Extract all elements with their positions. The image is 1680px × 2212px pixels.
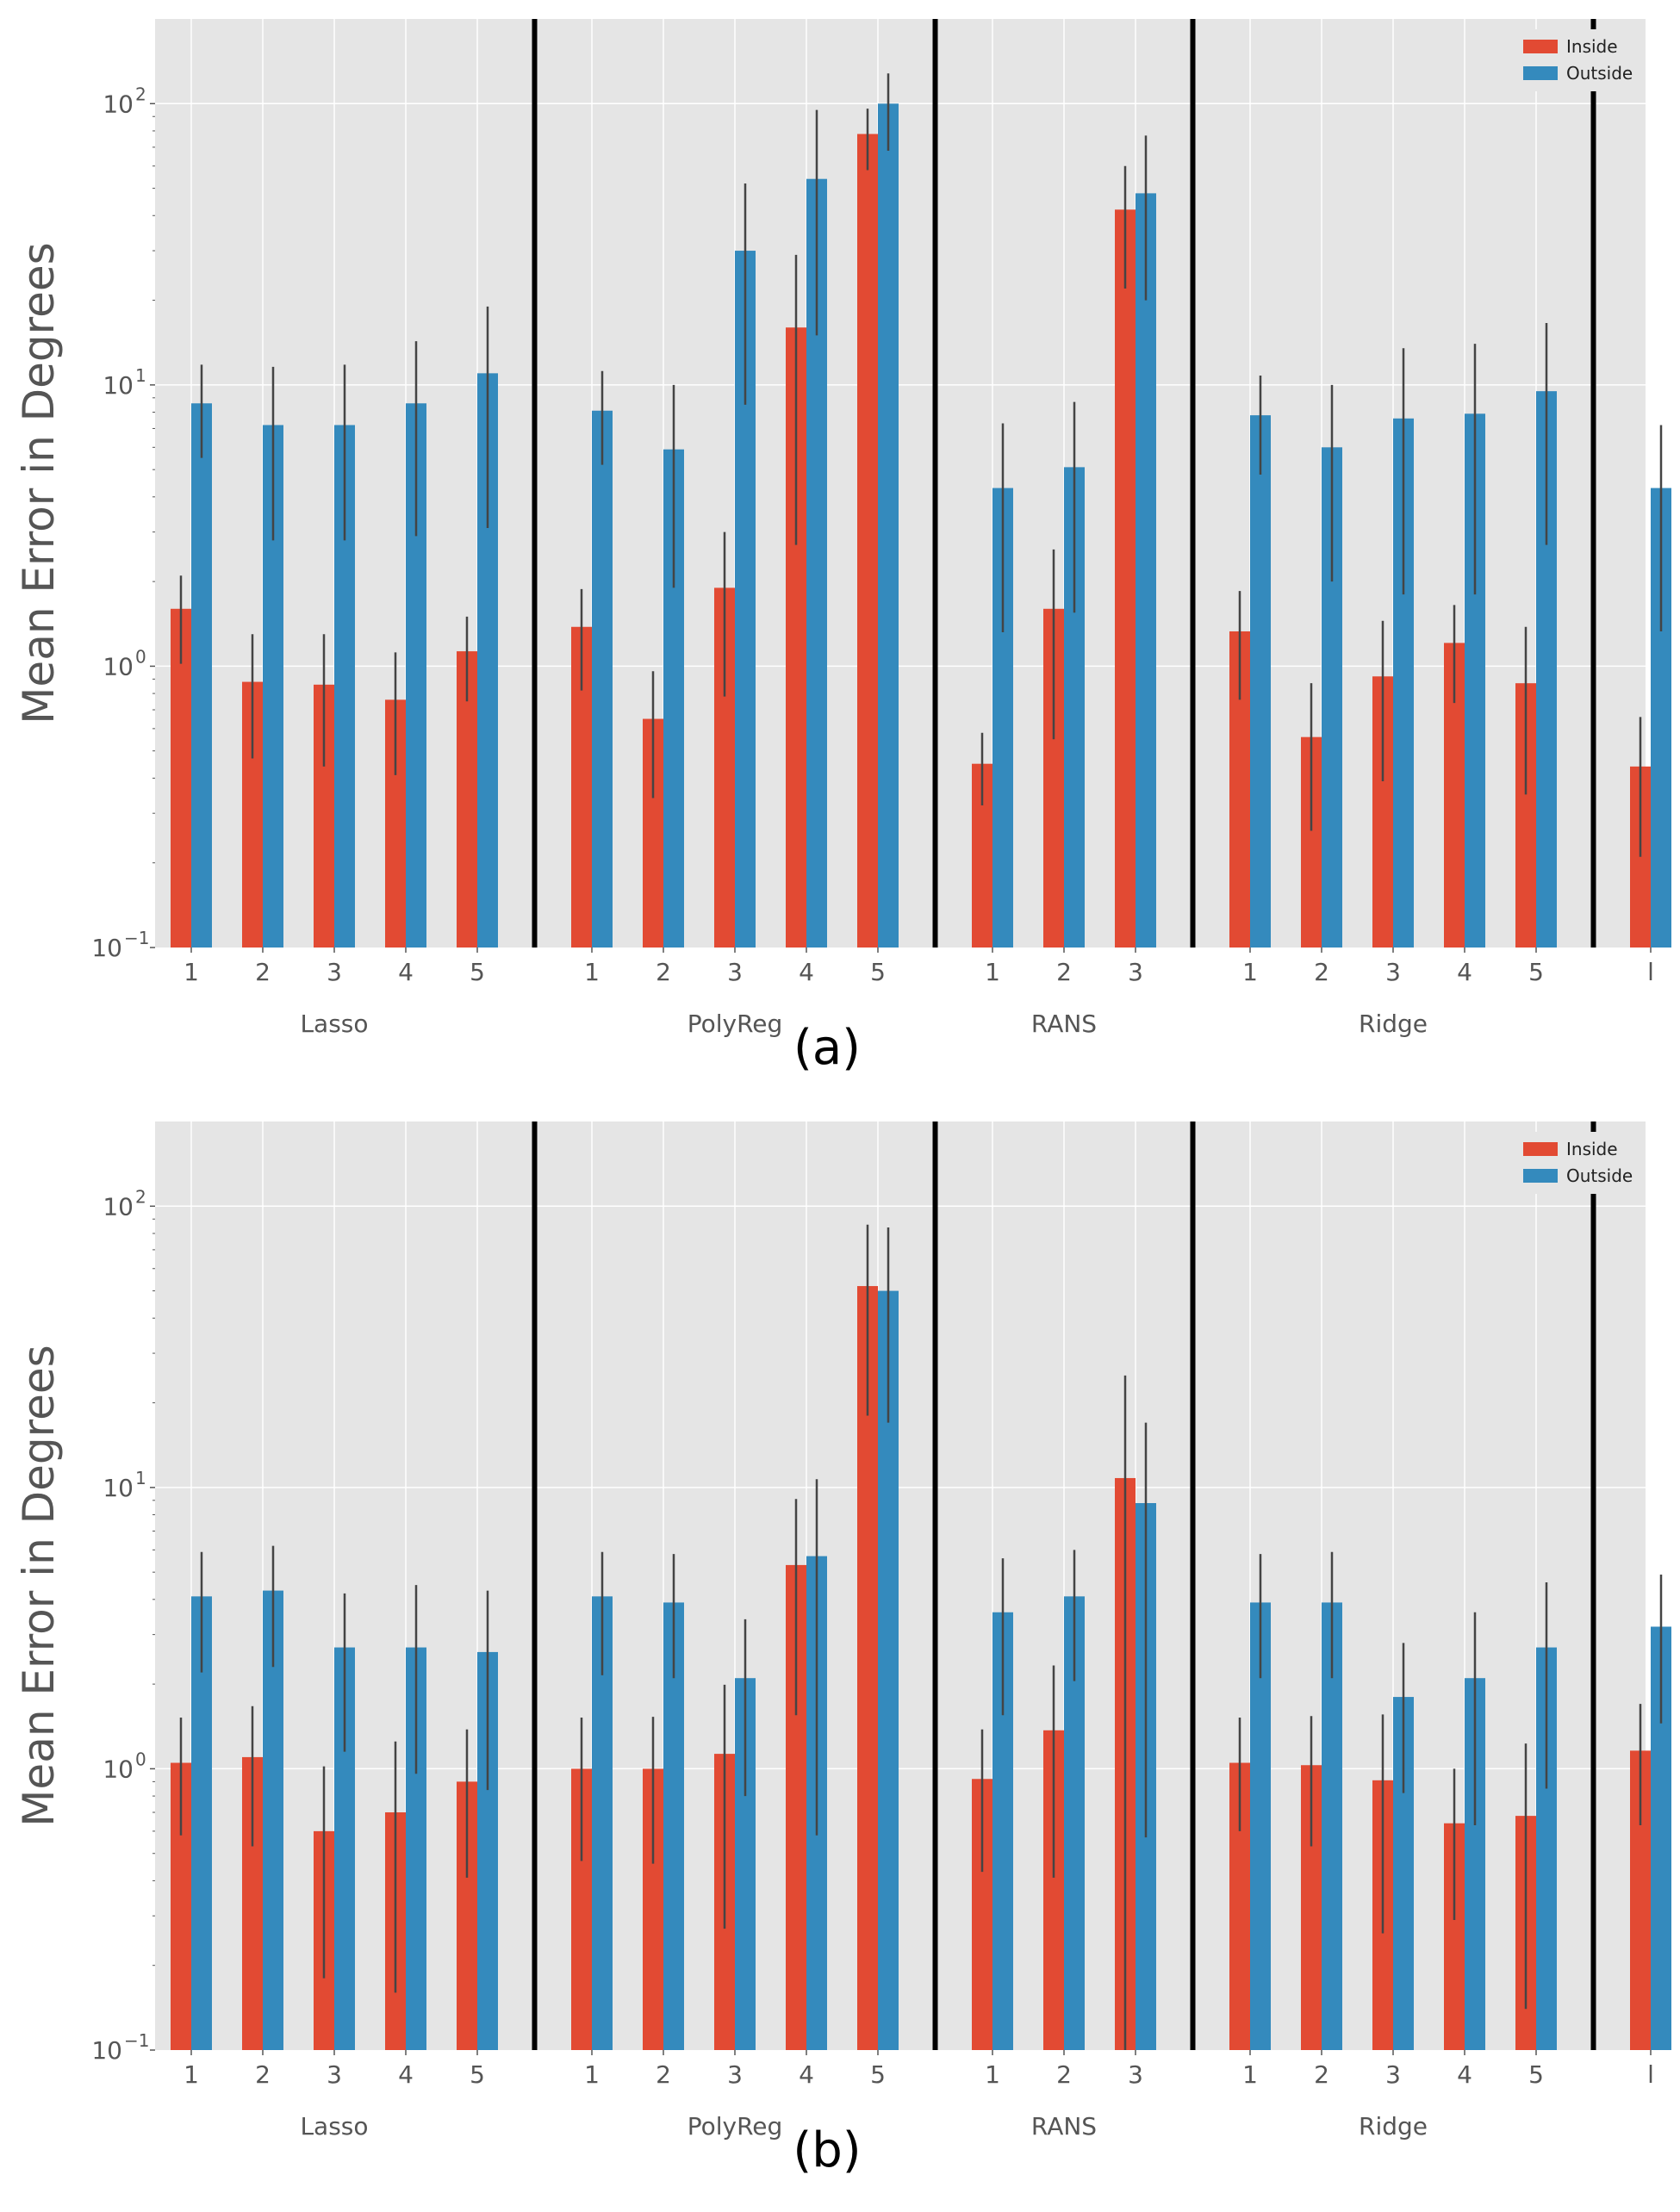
y-tick-label: 10 −1: [91, 2030, 149, 2065]
x-tick-label: 1: [584, 2060, 600, 2089]
bar-outside-0: [191, 403, 212, 948]
legend-swatch-inside: [1523, 1142, 1558, 1156]
y-tick-label: 10 2: [103, 1186, 146, 1221]
x-tick-label: 2: [255, 2060, 271, 2089]
x-tick-label: 1: [584, 958, 600, 986]
x-tick-label: 3: [327, 958, 342, 986]
x-tick-label: 2: [1314, 2060, 1329, 2089]
y-tick-label: 10 0: [103, 646, 146, 680]
x-tick-label: l: [1647, 2060, 1654, 2089]
x-tick-label: 4: [398, 958, 414, 986]
legend-label-outside: Outside: [1566, 63, 1633, 84]
legend-swatch-inside: [1523, 40, 1558, 53]
svg-text:1: 1: [135, 365, 146, 386]
x-tick-label: 2: [1056, 2060, 1072, 2089]
svg-text:−1: −1: [124, 928, 149, 948]
svg-text:10: 10: [103, 652, 134, 680]
group-label: PolyReg: [688, 1010, 783, 1038]
x-tick-label: 5: [1528, 2060, 1544, 2089]
bar-outside-9: [878, 103, 899, 948]
x-tick-label: 2: [1056, 958, 1072, 986]
svg-text:0: 0: [135, 646, 146, 667]
x-tick-label: 5: [470, 958, 485, 986]
svg-text:10: 10: [103, 1192, 134, 1221]
x-tick-label: 5: [870, 2060, 886, 2089]
y-axis-label: Mean Error in Degrees: [14, 1345, 64, 1826]
group-label: Lasso: [300, 1010, 368, 1038]
y-tick-label: 10 1: [103, 365, 146, 400]
svg-text:10: 10: [103, 1474, 134, 1502]
x-tick-label: 2: [656, 2060, 671, 2089]
x-tick-label: 3: [1385, 2060, 1401, 2089]
legend-swatch-outside: [1523, 66, 1558, 80]
group-label: Lasso: [300, 2112, 368, 2141]
group-label: Ridge: [1359, 2112, 1428, 2141]
x-tick-label: 1: [184, 2060, 199, 2089]
bar-inside-12: [1115, 209, 1136, 948]
svg-text:10: 10: [103, 371, 134, 400]
x-tick-label: 4: [799, 958, 814, 986]
x-tick-label: 3: [1385, 958, 1401, 986]
x-tick-label: 1: [184, 958, 199, 986]
x-tick-label: 3: [327, 2060, 342, 2089]
x-tick-label: 4: [1457, 2060, 1472, 2089]
y-tick-label: 10 −1: [91, 928, 149, 962]
svg-text:2: 2: [135, 84, 146, 104]
legend-label-outside: Outside: [1566, 1165, 1633, 1186]
legend-label-inside: Inside: [1566, 36, 1618, 57]
x-tick-label: 2: [1314, 958, 1329, 986]
x-tick-label: 3: [1128, 2060, 1143, 2089]
y-tick-label: 10 2: [103, 84, 146, 118]
legend: Inside Outside: [1516, 29, 1639, 91]
svg-text:10: 10: [103, 1755, 134, 1783]
group-label: Ridge: [1359, 1010, 1428, 1038]
x-tick-label: 5: [470, 2060, 485, 2089]
x-tick-label: l: [1647, 958, 1654, 986]
svg-text:10: 10: [103, 90, 134, 118]
bar-outside-12: [1136, 193, 1156, 948]
x-tick-label: 2: [255, 958, 271, 986]
y-axis-label: Mean Error in Degrees: [14, 242, 64, 724]
bar-inside-9: [857, 134, 878, 948]
svg-text:2: 2: [135, 1186, 146, 1207]
x-tick-label: 2: [656, 958, 671, 986]
x-tick-label: 3: [727, 2060, 743, 2089]
x-tick-label: 4: [799, 2060, 814, 2089]
group-label: PolyReg: [688, 2112, 783, 2141]
x-tick-label: 1: [1242, 958, 1258, 986]
x-tick-label: 1: [985, 958, 1000, 986]
legend-label-inside: Inside: [1566, 1139, 1618, 1159]
y-tick-label: 10 1: [103, 1468, 146, 1502]
bar-outside-5: [592, 410, 613, 948]
x-tick-label: 3: [727, 958, 743, 986]
x-tick-label: 1: [985, 2060, 1000, 2089]
x-tick-label: 5: [1528, 958, 1544, 986]
x-tick-label: 5: [870, 958, 886, 986]
svg-text:−1: −1: [124, 2030, 149, 2051]
svg-text:0: 0: [135, 1749, 146, 1769]
x-tick-label: 4: [1457, 958, 1472, 986]
svg-text:1: 1: [135, 1468, 146, 1488]
bar-inside-0: [171, 608, 191, 948]
bar-outside-13: [1250, 415, 1271, 948]
svg-text:10: 10: [91, 2036, 122, 2065]
legend: Inside Outside: [1516, 1132, 1639, 1194]
y-tick-label: 10 0: [103, 1749, 146, 1783]
bar-outside-1: [263, 1590, 283, 2050]
plot-area: [155, 19, 1646, 948]
svg-text:10: 10: [91, 934, 122, 962]
panel-label: (a): [793, 1020, 861, 1076]
x-tick-label: 4: [398, 2060, 414, 2089]
group-label: RANS: [1031, 1010, 1097, 1038]
x-tick-label: 3: [1128, 958, 1143, 986]
plot-area: [155, 1122, 1646, 2050]
group-label: RANS: [1031, 2112, 1097, 2141]
x-tick-label: 1: [1242, 2060, 1258, 2089]
panel-label: (b): [793, 2122, 861, 2178]
legend-swatch-outside: [1523, 1169, 1558, 1183]
